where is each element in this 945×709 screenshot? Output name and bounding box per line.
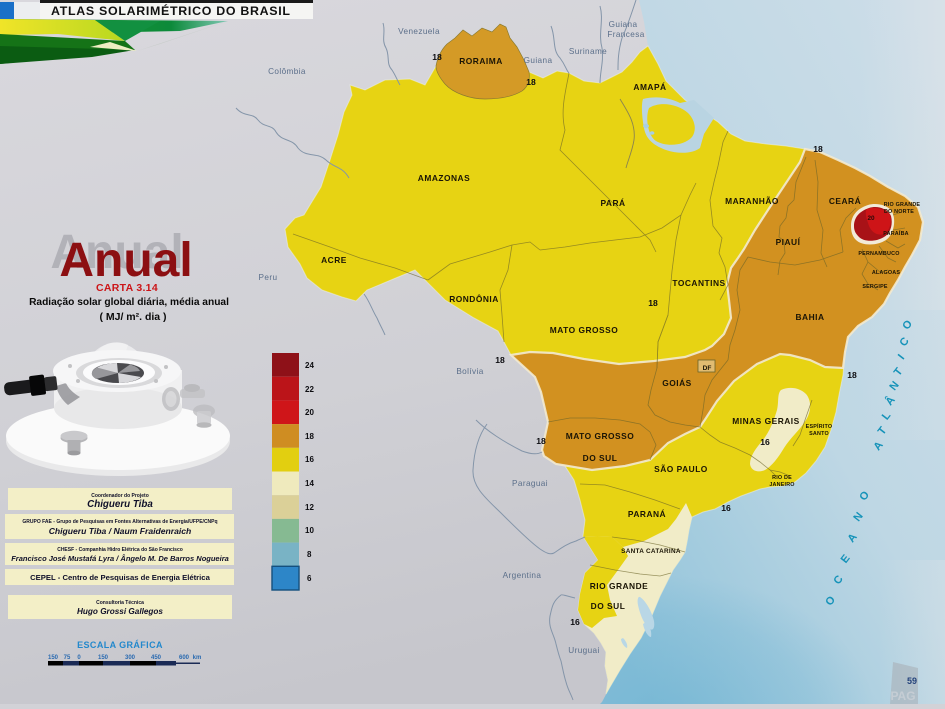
- svg-text:MARANHÃO: MARANHÃO: [725, 196, 779, 206]
- svg-text:MATO GROSSO: MATO GROSSO: [566, 431, 634, 441]
- svg-text:150: 150: [48, 655, 59, 661]
- svg-text:Suriname: Suriname: [569, 47, 607, 56]
- svg-text:CEPEL - Centro de Pesquisas de: CEPEL - Centro de Pesquisas de Energia E…: [30, 573, 210, 582]
- svg-text:Guiana: Guiana: [524, 56, 553, 65]
- svg-text:SÃO PAULO: SÃO PAULO: [654, 464, 708, 474]
- svg-text:0: 0: [77, 655, 81, 661]
- svg-text:Chigueru Tiba / Naum Fraide: Chigueru Tiba / Naum Fraidenraich: [49, 526, 192, 536]
- svg-text:Anual: Anual: [59, 234, 192, 287]
- svg-text:600: 600: [179, 655, 190, 661]
- svg-text:RIO DE: RIO DE: [772, 475, 792, 481]
- svg-text:14: 14: [305, 479, 314, 488]
- svg-text:8: 8: [307, 550, 312, 559]
- svg-text:24: 24: [305, 361, 314, 370]
- svg-text:ALAGOAS: ALAGOAS: [872, 270, 901, 276]
- svg-text:16: 16: [721, 503, 731, 513]
- svg-text:PAG: PAG: [890, 689, 915, 703]
- svg-text:MATO GROSSO: MATO GROSSO: [550, 325, 618, 335]
- svg-text:DO SUL: DO SUL: [591, 601, 626, 611]
- svg-text:Colômbia: Colômbia: [268, 67, 306, 76]
- svg-text:Bolívia: Bolívia: [456, 367, 483, 376]
- svg-text:AMAZONAS: AMAZONAS: [418, 173, 470, 183]
- svg-text:I: I: [896, 352, 907, 362]
- svg-text:ESCALA GRÁFICA: ESCALA GRÁFICA: [77, 640, 163, 650]
- svg-text:ACRE: ACRE: [321, 255, 347, 265]
- svg-text:Coordenador do Projeto: Coordenador do Projeto: [91, 493, 149, 499]
- svg-text:18: 18: [305, 432, 314, 441]
- svg-text:Francisco José Mustafá Lyra /: Francisco José Mustafá Lyra / Ângelo M. …: [11, 554, 229, 563]
- svg-text:SANTO: SANTO: [809, 431, 829, 437]
- svg-text:18: 18: [648, 298, 658, 308]
- svg-text:16: 16: [570, 617, 580, 627]
- svg-text:450: 450: [151, 655, 162, 661]
- svg-text:DF: DF: [703, 365, 712, 372]
- svg-text:ATLAS SOLARIMÉTRICO DO BRASI: ATLAS SOLARIMÉTRICO DO BRASIL: [51, 3, 291, 18]
- svg-text:Guiana: Guiana: [609, 20, 638, 29]
- svg-text:Uruguai: Uruguai: [568, 646, 599, 655]
- svg-text:RORAIMA: RORAIMA: [459, 56, 503, 66]
- svg-text:75: 75: [64, 655, 71, 661]
- svg-text:22: 22: [305, 385, 314, 394]
- svg-text:MINAS GERAIS: MINAS GERAIS: [732, 416, 799, 426]
- svg-text:Argentina: Argentina: [503, 571, 542, 580]
- svg-text:CHESF - Companhia Hidro Elét: CHESF - Companhia Hidro Elétrica do São …: [57, 547, 183, 553]
- svg-text:18: 18: [495, 355, 505, 365]
- svg-text:GRUPO FAE - Grupo de Pesquisas: GRUPO FAE - Grupo de Pesquisas em Fontes…: [22, 519, 217, 525]
- svg-text:PARAÍBA: PARAÍBA: [883, 229, 909, 237]
- svg-text:Peru: Peru: [259, 273, 278, 282]
- svg-text:16: 16: [760, 437, 770, 447]
- svg-text:CARTA 3.14: CARTA 3.14: [96, 282, 158, 294]
- svg-text:Chigueru Tiba: Chigueru Tiba: [87, 499, 153, 510]
- svg-text:59: 59: [907, 676, 917, 686]
- svg-text:PIAUÍ: PIAUÍ: [776, 236, 801, 247]
- svg-text:18: 18: [526, 77, 536, 87]
- svg-text:300: 300: [125, 655, 136, 661]
- svg-text:Consultoria Técnica: Consultoria Técnica: [96, 600, 144, 606]
- svg-text:Hugo Grossi Gallegos: Hugo Grossi Gallegos: [77, 607, 163, 616]
- svg-text:RIO GRANDE: RIO GRANDE: [884, 202, 921, 208]
- svg-text:150: 150: [98, 655, 109, 661]
- svg-text:DO NORTE: DO NORTE: [884, 209, 914, 215]
- svg-text:ESPÍRITO: ESPÍRITO: [806, 422, 833, 430]
- svg-text:GOIÁS: GOIÁS: [662, 377, 692, 388]
- svg-text:20: 20: [867, 215, 875, 222]
- svg-text:20: 20: [305, 408, 314, 417]
- svg-text:BAHIA: BAHIA: [795, 312, 824, 322]
- svg-text:JANEIRO: JANEIRO: [769, 482, 794, 488]
- svg-text:PERNAMBUCO: PERNAMBUCO: [858, 251, 899, 257]
- svg-text:Anual: Anual: [50, 226, 183, 279]
- svg-text:PARÁ: PARÁ: [600, 197, 625, 208]
- svg-text:( MJ/ m². dia ): ( MJ/ m². dia ): [99, 311, 166, 323]
- svg-text:16: 16: [305, 455, 314, 464]
- svg-text:AMAPÁ: AMAPÁ: [633, 81, 666, 92]
- svg-text:18: 18: [847, 370, 857, 380]
- svg-text:18: 18: [813, 144, 823, 154]
- svg-text:Radiação solar global diária,: Radiação solar global diária, média anua…: [29, 297, 229, 308]
- svg-text:Francesa: Francesa: [607, 30, 644, 39]
- svg-text:10: 10: [305, 526, 314, 535]
- svg-text:Venezuela: Venezuela: [398, 27, 440, 36]
- svg-text:DO SUL: DO SUL: [583, 453, 618, 463]
- svg-text:km: km: [193, 655, 202, 661]
- svg-text:PARANÁ: PARANÁ: [628, 508, 666, 519]
- svg-text:6: 6: [307, 574, 312, 583]
- svg-text:18: 18: [432, 52, 442, 62]
- svg-text:SERGIPE: SERGIPE: [862, 284, 888, 290]
- svg-text:12: 12: [305, 503, 314, 512]
- svg-text:SANTA CATARINA: SANTA CATARINA: [621, 548, 681, 555]
- svg-text:RONDÔNIA: RONDÔNIA: [449, 293, 499, 304]
- svg-text:Paraguai: Paraguai: [512, 479, 548, 488]
- svg-text:RIO GRANDE: RIO GRANDE: [590, 581, 649, 591]
- svg-text:TOCANTINS: TOCANTINS: [672, 278, 725, 288]
- svg-text:18: 18: [536, 436, 546, 446]
- svg-text:CEARÁ: CEARÁ: [829, 195, 861, 206]
